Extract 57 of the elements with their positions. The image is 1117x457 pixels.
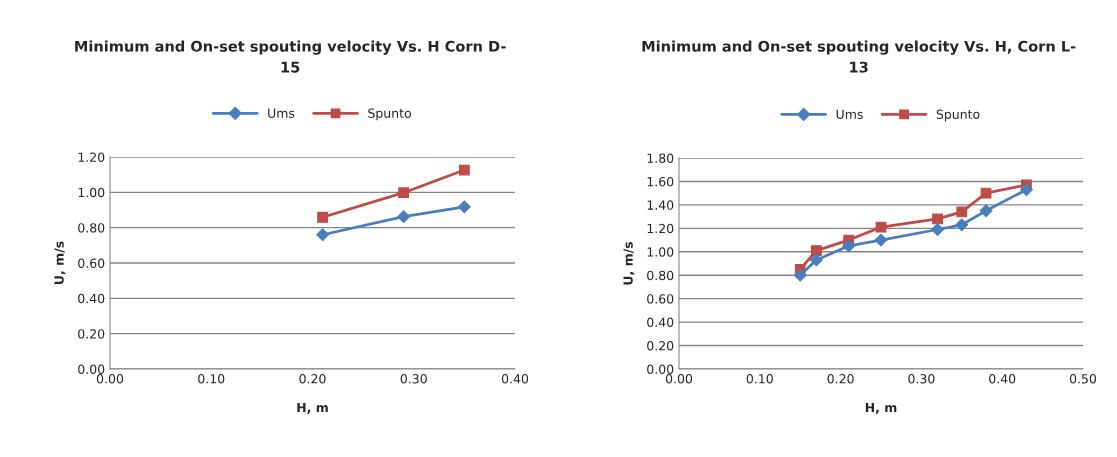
y-tick-label: 0.20 <box>647 341 674 351</box>
point <box>809 253 823 267</box>
point <box>397 210 411 224</box>
legend-label: Spunto <box>368 108 411 121</box>
y-tick-label: 1.20 <box>647 223 674 234</box>
x-tick-label: 0.30 <box>400 374 427 384</box>
y-tick-label: 0.00 <box>78 364 105 374</box>
x-tick-label: 0.10 <box>746 374 773 384</box>
x-tick-label: 0.20 <box>827 374 854 384</box>
y-tick-label: 1.00 <box>647 247 674 257</box>
y-tick-label: 1.80 <box>647 153 674 163</box>
x-tick-label: 0.00 <box>665 374 693 384</box>
y-tick-label: 0.20 <box>78 329 105 339</box>
point <box>874 233 888 247</box>
point <box>398 187 410 199</box>
x-tick-label: 0.40 <box>501 374 529 384</box>
x-tick-label: 0.30 <box>908 374 935 384</box>
point <box>979 204 993 218</box>
y-tick-label: 0.00 <box>647 364 674 374</box>
legend-label: Ums <box>836 109 863 120</box>
y-tick-label: 1.20 <box>78 152 105 162</box>
point <box>316 228 330 242</box>
y-tick-label: 1.60 <box>647 176 674 187</box>
point <box>980 187 992 199</box>
chart-title: Minimum and On-set spouting velocity Vs. H Corn D- 15 <box>75 40 506 73</box>
point <box>955 218 969 232</box>
point <box>932 213 943 225</box>
x-tick-label: 0.40 <box>989 374 1016 384</box>
x-axis-title: H, m <box>297 403 328 414</box>
x-tick-label: 0.50 <box>1069 374 1097 384</box>
chart-title: Minimum and On-set spouting velocity Vs. H, Corn L- 13 <box>642 40 1076 73</box>
point <box>1020 183 1033 197</box>
point <box>457 200 471 214</box>
y-axis-title: U, m/s <box>54 241 66 284</box>
y-tick-label: 1.40 <box>647 200 674 210</box>
y-tick-label: 0.80 <box>647 270 674 281</box>
x-axis-title: H, m <box>865 403 897 414</box>
point <box>317 211 329 223</box>
point <box>458 164 470 176</box>
x-tick-label: 0.10 <box>198 374 225 384</box>
y-tick-label: 0.40 <box>647 317 674 328</box>
point <box>793 268 807 282</box>
x-tick-label: 0.20 <box>299 374 326 384</box>
y-tick-label: 0.80 <box>78 223 105 233</box>
legend-label: Ums <box>268 108 295 118</box>
y-tick-label: 0.40 <box>78 293 105 304</box>
y-axis-title: U, m/s <box>623 241 635 285</box>
legend-label: Spunto <box>936 109 980 122</box>
y-tick-label: 0.60 <box>78 258 105 268</box>
point <box>875 221 887 233</box>
y-tick-label: 1.00 <box>78 187 105 198</box>
x-tick-label: 0.00 <box>96 374 124 384</box>
point <box>842 239 856 253</box>
point <box>956 206 968 218</box>
point <box>931 223 944 236</box>
y-tick-label: 0.60 <box>647 294 674 304</box>
point <box>810 245 822 256</box>
